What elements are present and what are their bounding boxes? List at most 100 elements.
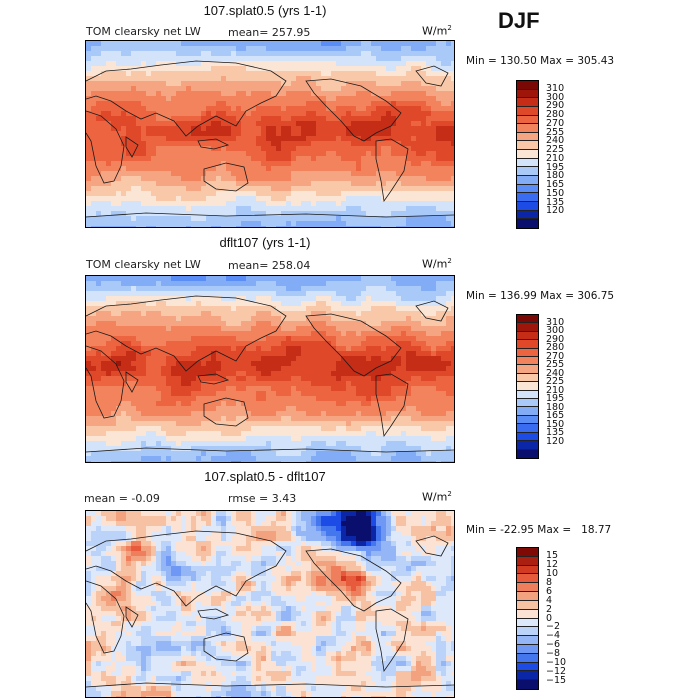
field-cell [391, 211, 397, 217]
field-cell [136, 226, 142, 227]
field-cell [331, 81, 337, 87]
field-cell [381, 161, 387, 167]
field-cell [101, 86, 107, 92]
field-cell [376, 221, 382, 227]
field-cell [236, 216, 242, 222]
field-cell [351, 381, 357, 387]
field-cell [321, 381, 327, 387]
field-cell [296, 66, 302, 72]
field-cell [146, 206, 152, 212]
field-cell [301, 116, 307, 122]
field-cell [436, 366, 442, 372]
field-cell [91, 161, 97, 167]
field-cell [86, 326, 92, 332]
field-cell [186, 126, 192, 132]
field-cell [411, 301, 417, 307]
field-cell [421, 296, 427, 302]
field-cell [216, 96, 222, 102]
field-cell [251, 46, 257, 52]
field-cell [91, 281, 97, 287]
field-cell [146, 201, 152, 207]
field-cell [241, 136, 247, 142]
field-cell [421, 186, 427, 192]
field-cell [346, 171, 352, 177]
field-cell [231, 371, 237, 377]
field-cell [106, 121, 112, 127]
field-cell [156, 356, 162, 362]
field-cell [296, 411, 302, 417]
field-cell [106, 306, 112, 312]
field-cell [236, 151, 242, 157]
field-cell [201, 386, 207, 392]
field-cell [296, 391, 302, 397]
field-cell [211, 371, 217, 377]
field-cell [386, 206, 392, 212]
field-cell [331, 146, 337, 152]
field-cell [326, 176, 332, 182]
field-cell [431, 51, 437, 57]
field-cell [346, 156, 352, 162]
field-cell [116, 71, 122, 77]
field-cell [361, 91, 367, 97]
field-cell [101, 71, 107, 77]
field-cell [431, 306, 437, 312]
field-cell [421, 346, 427, 352]
coastline [86, 110, 125, 184]
field-cell [316, 111, 322, 117]
field-cell [121, 51, 127, 57]
field-cell [191, 366, 197, 372]
coastline [125, 136, 139, 158]
field-cell [96, 221, 102, 227]
field-cell [171, 116, 177, 122]
field-cell [101, 346, 107, 352]
field-cell [356, 141, 362, 147]
field-cell [236, 226, 242, 227]
field-cell [251, 56, 257, 62]
field-cell [381, 176, 387, 182]
field-cell [366, 176, 372, 182]
field-cell [246, 171, 252, 177]
field-cell [371, 156, 377, 162]
field-cell [426, 136, 432, 142]
field-cell [401, 101, 407, 107]
field-cell [156, 156, 162, 162]
field-cell [86, 401, 92, 407]
field-cell [196, 46, 202, 52]
field-cell [281, 121, 287, 127]
field-cell [446, 361, 452, 367]
field-cell [271, 336, 277, 342]
field-cell [111, 156, 117, 162]
field-cell [236, 106, 242, 112]
field-cell [451, 71, 454, 77]
field-cell [326, 46, 332, 52]
field-cell [256, 326, 262, 332]
field-cell [131, 391, 137, 397]
field-cell [141, 206, 147, 212]
field-cell [266, 71, 272, 77]
field-cell [301, 221, 307, 227]
field-cell [261, 126, 267, 132]
field-cell [446, 46, 452, 52]
field-cell [446, 341, 452, 347]
field-cell [271, 411, 277, 417]
field-cell [271, 416, 277, 422]
field-cell [196, 276, 202, 282]
field-cell [311, 306, 317, 312]
field-cell [391, 411, 397, 417]
field-cell [411, 366, 417, 372]
field-cell [161, 131, 167, 137]
field-cell [111, 371, 117, 377]
field-cell [241, 86, 247, 92]
field-cell [256, 81, 262, 87]
field-cell [186, 176, 192, 182]
field-cell [371, 86, 377, 92]
field-cell [176, 376, 182, 382]
field-cell [321, 361, 327, 367]
field-cell [351, 56, 357, 62]
field-cell [196, 376, 202, 382]
field-cell [226, 171, 232, 177]
field-cell [206, 76, 212, 82]
field-cell [91, 366, 97, 372]
field-cell [351, 276, 357, 282]
field-cell [156, 286, 162, 292]
